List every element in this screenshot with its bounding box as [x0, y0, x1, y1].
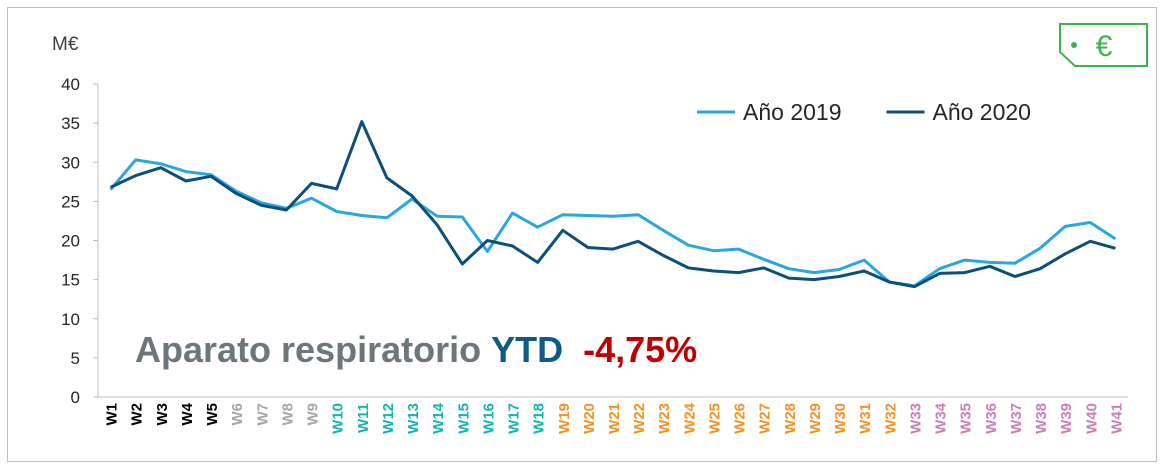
- x-tick-label: W7: [254, 403, 271, 426]
- series-line: [109, 120, 1116, 289]
- legend-label: Año 2019: [743, 99, 841, 125]
- x-tick-label: W27: [757, 403, 774, 434]
- badge-dot: [1071, 42, 1077, 48]
- x-tick-label: W14: [430, 402, 447, 434]
- x-tick-label: W3: [154, 403, 171, 426]
- x-tick-label: W33: [907, 403, 924, 434]
- x-tick-label: W6: [229, 403, 246, 426]
- x-tick-label: W31: [857, 403, 874, 434]
- x-tick-label: W41: [1108, 403, 1125, 434]
- x-tick-label: W9: [305, 403, 322, 426]
- badge-shape: [1059, 23, 1148, 67]
- x-tick-label: W30: [832, 403, 849, 434]
- x-tick-label: W32: [882, 403, 899, 434]
- y-tick-label: 5: [71, 349, 80, 368]
- x-tick-label: W29: [807, 403, 824, 434]
- frame: [7, 7, 1157, 462]
- y-tick-label: 30: [61, 153, 80, 172]
- x-tick-label: W10: [330, 403, 347, 434]
- y-tick-label: 0: [71, 388, 80, 407]
- series-line: [109, 158, 1117, 288]
- x-tick-label: W39: [1058, 403, 1075, 434]
- x-tick-label: W28: [782, 403, 799, 434]
- annotation-part: -4,75%: [583, 329, 697, 370]
- x-tick-label: W34: [933, 402, 950, 434]
- x-tick-label: W16: [480, 403, 497, 434]
- x-tick-label: W24: [681, 402, 698, 434]
- x-tick-label: W25: [706, 403, 723, 434]
- x-tick-label: W18: [531, 403, 548, 434]
- x-tick-label: W1: [104, 403, 121, 426]
- x-tick-label: W37: [1008, 403, 1025, 434]
- x-tick-label: W22: [631, 403, 648, 434]
- y-tick-label: 25: [61, 192, 80, 211]
- x-tick-label: W17: [506, 403, 523, 434]
- x-tick-label: W13: [405, 403, 422, 434]
- x-tick-label: W36: [983, 403, 1000, 434]
- x-tick-label: W35: [958, 403, 975, 434]
- x-tick-label: W19: [556, 403, 573, 434]
- x-tick-label: W8: [279, 403, 296, 426]
- badge-text: €: [1096, 30, 1113, 63]
- x-tick-label: W23: [656, 403, 673, 434]
- annotation-part: YTD: [491, 329, 563, 370]
- x-tick-label: W38: [1033, 403, 1050, 434]
- x-tick-label: W20: [581, 403, 598, 434]
- legend-label: Año 2020: [932, 99, 1030, 125]
- x-tick-label: W40: [1083, 403, 1100, 434]
- y-tick-label: 10: [61, 310, 80, 329]
- x-tick-label: W5: [204, 403, 221, 426]
- y-axis-label: M€: [52, 34, 79, 55]
- x-tick-label: W21: [606, 403, 623, 434]
- annotation: Aparato respiratorio YTD -4,75%: [135, 329, 697, 370]
- y-tick-label: 40: [61, 75, 80, 94]
- x-tick-label: W4: [179, 402, 196, 425]
- y-tick-label: 35: [61, 114, 80, 133]
- annotation-part: Aparato respiratorio: [135, 329, 481, 370]
- x-tick-label: W26: [732, 403, 749, 434]
- x-tick-label: W15: [455, 403, 472, 434]
- y-tick-label: 20: [61, 232, 80, 251]
- x-tick-label: W12: [380, 403, 397, 434]
- x-tick-label: W11: [355, 403, 372, 433]
- y-tick-label: 15: [61, 271, 80, 290]
- x-tick-label: W2: [129, 403, 146, 426]
